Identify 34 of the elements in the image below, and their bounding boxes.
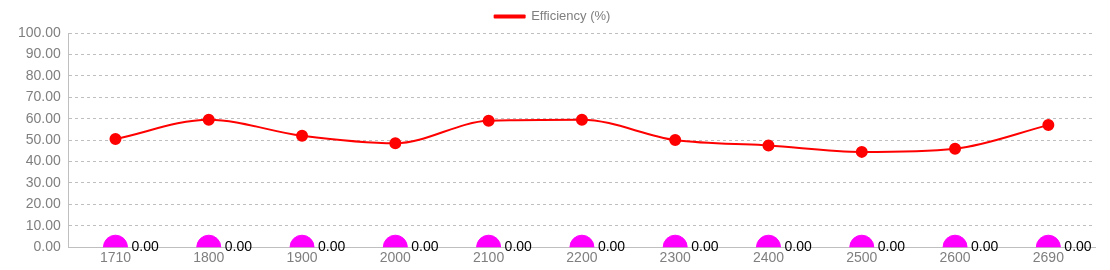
x-tick-label: 2400 xyxy=(752,249,785,266)
data-label: 0.00 xyxy=(131,238,159,255)
y-tick-label: 80.00 xyxy=(25,66,62,83)
data-label: 0.00 xyxy=(971,238,999,255)
y-tick-label: 0.00 xyxy=(33,238,62,255)
data-label: 0.00 xyxy=(1064,238,1092,255)
x-tick-label: 2200 xyxy=(566,249,598,266)
y-tick-label: 60.00 xyxy=(25,109,62,126)
legend-label: Efficiency (%) xyxy=(531,8,611,24)
x-tick-label: 1800 xyxy=(193,249,225,266)
x-tick-label: 2300 xyxy=(659,249,691,266)
data-label: 0.00 xyxy=(411,238,439,255)
data-label: 0.00 xyxy=(784,238,812,255)
y-tick-label: 40.00 xyxy=(25,152,62,169)
y-tick-label: 50.00 xyxy=(25,130,62,147)
x-tick-label: 1710 xyxy=(99,249,132,266)
y-tick-label: 100.00 xyxy=(17,23,62,40)
x-tick-label: 2000 xyxy=(379,249,412,266)
x-tick-label: 2100 xyxy=(473,249,505,266)
y-tick-label: 10.00 xyxy=(25,216,62,233)
data-label: 0.00 xyxy=(224,238,253,255)
data-label: 0.00 xyxy=(691,238,719,255)
x-tick-label: 2500 xyxy=(846,249,878,266)
y-tick-label: 30.00 xyxy=(25,173,62,190)
x-tick-label: 2600 xyxy=(939,249,971,266)
data-label: 0.00 xyxy=(318,238,346,255)
data-label: 0.00 xyxy=(597,238,626,255)
x-tick-label: 2690 xyxy=(1032,249,1065,266)
x-tick-label: 1900 xyxy=(286,249,318,266)
y-tick-label: 90.00 xyxy=(25,45,62,62)
y-tick-label: 70.00 xyxy=(25,88,62,105)
y-tick-label: 20.00 xyxy=(25,195,62,212)
data-label: 0.00 xyxy=(877,238,906,255)
data-label: 0.00 xyxy=(504,238,533,255)
